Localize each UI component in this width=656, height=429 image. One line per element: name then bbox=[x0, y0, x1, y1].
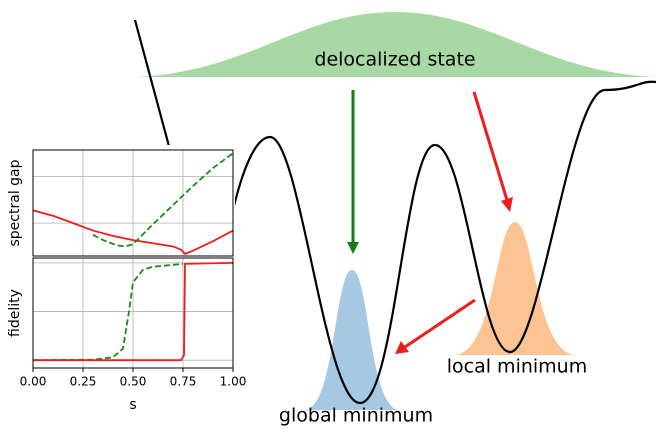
y-axis-label: fidelity bbox=[7, 289, 23, 337]
x-tick-label: 0.50 bbox=[120, 375, 147, 389]
y-axis-label: spectral gap bbox=[7, 159, 23, 246]
local-label: local minimum bbox=[447, 356, 587, 378]
x-axis-label: s bbox=[129, 397, 136, 413]
delocalized-label: delocalized state bbox=[314, 49, 475, 71]
figure: delocalized state global minimum local m… bbox=[0, 0, 656, 429]
local-gaussian bbox=[455, 222, 575, 355]
global-gaussian bbox=[305, 270, 399, 410]
x-tick-label: 0.25 bbox=[70, 375, 97, 389]
x-tick-label: 0.75 bbox=[170, 375, 197, 389]
global-label: global minimum bbox=[279, 405, 433, 427]
x-tick-label: 0.00 bbox=[20, 375, 47, 389]
x-tick-label: 1.00 bbox=[220, 375, 247, 389]
